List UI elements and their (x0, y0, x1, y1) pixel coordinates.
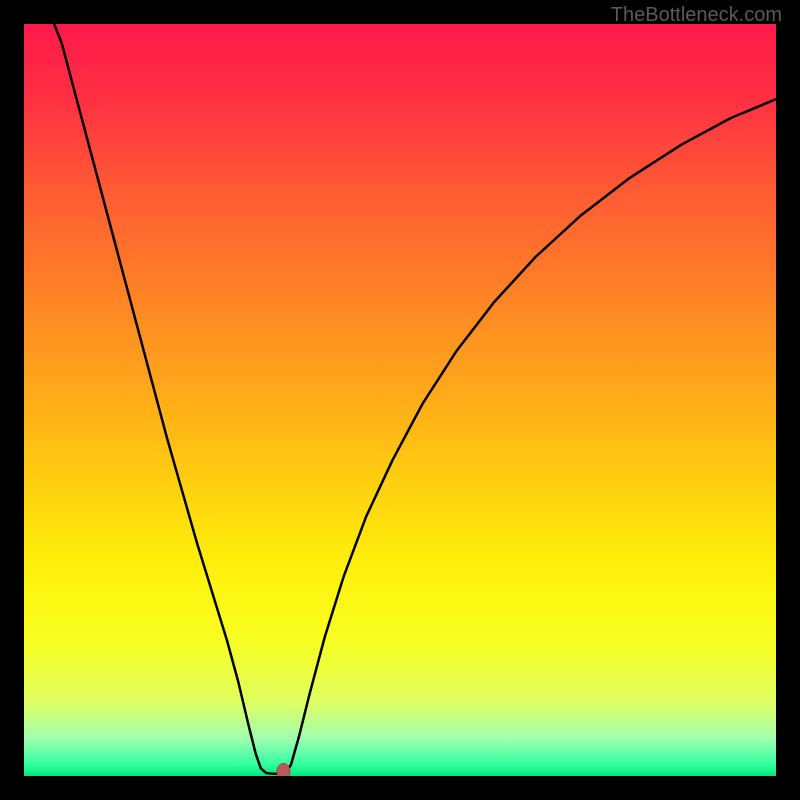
chart-svg (24, 24, 776, 776)
watermark: TheBottleneck.com (611, 4, 782, 27)
gradient-background (24, 24, 776, 776)
plot-area (24, 24, 776, 776)
